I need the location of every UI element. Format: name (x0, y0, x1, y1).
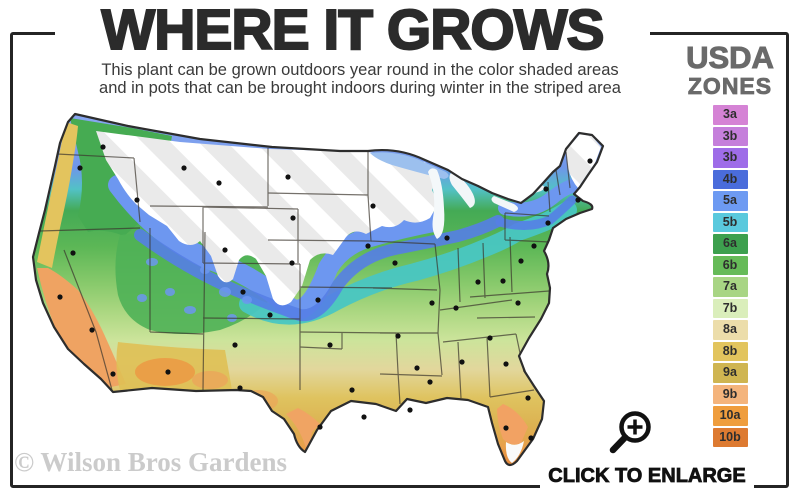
zone-chip: 9a (712, 363, 748, 383)
zone-chip: 6a (712, 234, 748, 254)
zone-chip: 3b (712, 148, 748, 168)
zone-chip: 10a (712, 406, 748, 426)
legend-title-zones: ZONES (687, 73, 773, 99)
page-title: WHERE IT GROWS (55, 0, 650, 61)
zone-chip: 4b (712, 169, 748, 189)
zone-list: 3a 3b 3b 4b 5a 5b 6a 6b 7a 7b 8a 8b (686, 105, 774, 447)
subtitle-line-2: and in pots that can be brought indoors … (99, 79, 621, 97)
magnifier-icon[interactable] (606, 406, 660, 465)
zone-chip: 5a (712, 191, 748, 211)
zone-chip: 9b (712, 384, 748, 404)
city-dots (57, 144, 593, 441)
subtitle: This plant can be grown outdoors year ro… (80, 61, 640, 97)
subtitle-line-1: This plant can be grown outdoors year ro… (101, 61, 619, 79)
us-outline (31, 112, 605, 467)
striped-region (96, 131, 438, 306)
zone-chip: 10b (712, 427, 748, 447)
zone-chip: 7b (712, 298, 748, 318)
mountain-blue-flecks (137, 258, 252, 322)
state-borders (39, 148, 571, 405)
zone-chip: 8b (712, 341, 748, 361)
watermark: © Wilson Bros Gardens (14, 447, 287, 477)
zone-chip: 7a (712, 277, 748, 297)
usda-zones-legend: USDA ZONES 3a 3b 3b 4b 5a 5b 6a 6b 7a (686, 40, 775, 447)
zone-chip: 6b (712, 255, 748, 275)
click-to-enlarge-button[interactable]: CLICK TO ENLARGE (540, 463, 754, 493)
zone-chip: 8a (712, 320, 748, 340)
zone-chip: 3b (712, 126, 748, 146)
legend-title-usda: USDA (686, 40, 775, 75)
zone-chip: 3a (712, 105, 748, 125)
zone-chip: 5b (712, 212, 748, 232)
